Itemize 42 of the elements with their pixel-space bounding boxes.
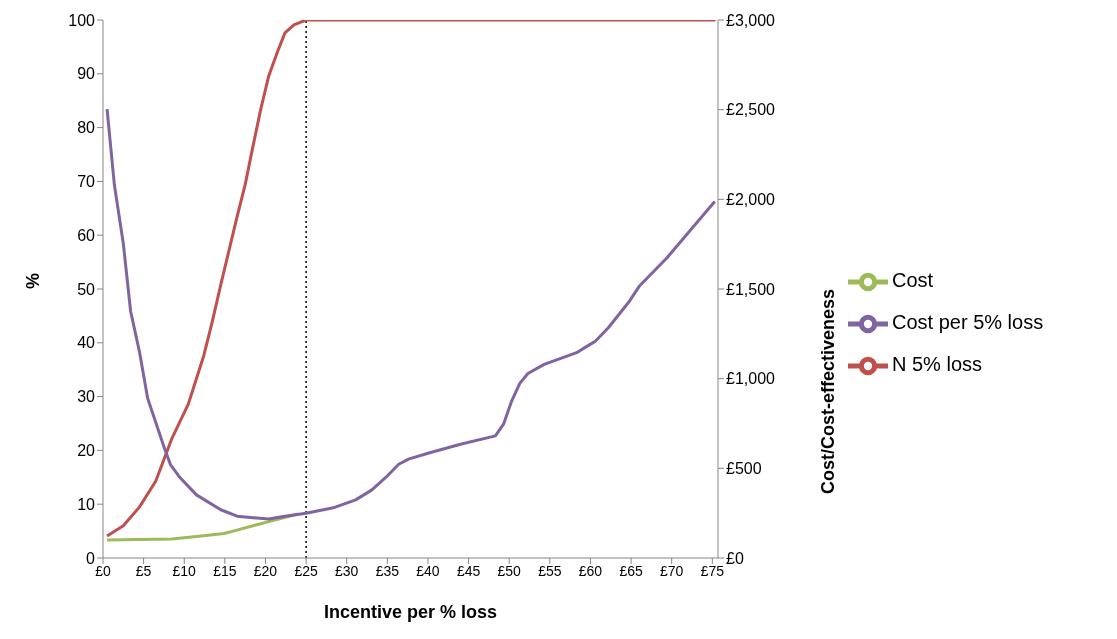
y-tick-label: 80: [77, 119, 96, 137]
x-tick-label: £15: [213, 562, 237, 579]
x-tick-label: £55: [538, 562, 562, 579]
legend-label: N 5% loss: [892, 352, 983, 375]
x-tick-label: £0: [95, 562, 111, 579]
y2-tick-label: £1,500: [726, 280, 776, 298]
x-tick-label: £5: [135, 562, 152, 579]
y-tick-label: 40: [77, 334, 96, 352]
legend-label: Cost per 5% loss: [892, 311, 1044, 334]
y2-tick-label: £0: [726, 549, 744, 567]
x-tick-label: £75: [700, 562, 725, 579]
y2-tick-label: £2,000: [726, 191, 776, 209]
x-tick-label: £20: [253, 562, 278, 579]
y-tick-label: 20: [77, 442, 96, 460]
x-axis-title: Incentive per % loss: [323, 602, 498, 622]
x-tick-label: £35: [375, 562, 400, 579]
line-series: [105, 107, 717, 521]
y2-tick-label: £1,000: [726, 370, 776, 388]
y2-tick-label: £500: [726, 460, 762, 478]
y-tick-label: 70: [77, 173, 96, 191]
x-tick-label: £50: [497, 562, 522, 579]
x-tick-label: £65: [619, 562, 643, 579]
x-tick-label: £25: [294, 562, 318, 579]
y2-tick-label: £2,500: [726, 101, 776, 119]
y2-axis-title: Cost/Cost-effectiveness: [818, 289, 839, 495]
y-tick-label: 0: [86, 549, 96, 567]
y-tick-label: 30: [77, 388, 96, 406]
x-tick-label: £40: [416, 562, 440, 579]
y-tick-label: 90: [77, 65, 96, 83]
x-tick-label: £45: [456, 562, 481, 579]
y2-tick-label: £3,000: [726, 11, 776, 29]
y-tick-label: 50: [77, 280, 96, 298]
x-tick-label: £60: [578, 562, 603, 579]
y-tick-label: 60: [77, 226, 96, 244]
legend-label: Cost: [892, 269, 934, 292]
x-tick-label: £30: [335, 562, 359, 579]
y-tick-label: 10: [77, 495, 96, 513]
x-tick-label: £10: [172, 562, 197, 579]
y-tick-label: 100: [68, 11, 96, 29]
line-series: [105, 20, 718, 538]
y-axis-title: %: [23, 272, 44, 289]
x-tick-label: £70: [660, 562, 684, 579]
